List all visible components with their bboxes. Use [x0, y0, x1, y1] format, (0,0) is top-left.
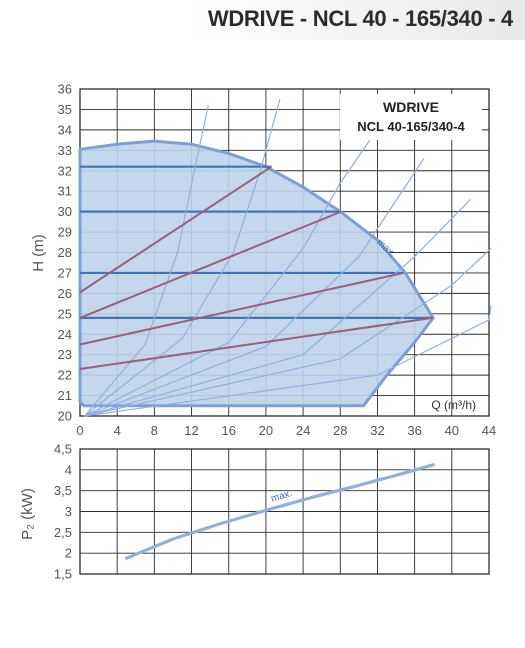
chart-title-box	[340, 94, 482, 140]
x-tick-label: 40	[445, 423, 459, 438]
y-tick-label: 31	[58, 184, 72, 199]
header-bar: WDRIVE - NCL 40 - 165/340 - 4	[0, 0, 525, 40]
y-tick-label: 34	[58, 122, 72, 137]
y-tick-label: 22	[58, 368, 72, 383]
power-ticks: 1,5 2 2,5 3 3,5 4 4,5	[54, 442, 72, 582]
x-tick-label: 28	[333, 423, 347, 438]
speed-curve	[84, 247, 492, 417]
power-curve	[124, 463, 435, 560]
y-tick-label: 24	[58, 327, 72, 342]
x-tick-label: 20	[259, 423, 273, 438]
y-tick-label: 2,5	[54, 525, 72, 540]
speed-curve	[84, 115, 388, 417]
y-tick-label: 27	[58, 265, 72, 280]
head-flow-ticks: 0 4 8 12 16 20 24 28 32 36 40 44 20 21 22 23 24 25 26 27 28 2…	[58, 82, 497, 439]
y-tick-label: 23	[58, 347, 72, 362]
x-tick-label: 12	[184, 423, 198, 438]
y-tick-label: 28	[58, 245, 72, 260]
y-tick-label: 32	[58, 163, 72, 178]
speed-curve	[84, 158, 425, 417]
x-tick-label: 8	[151, 423, 158, 438]
y-tick-label: 4,5	[54, 442, 72, 457]
y-tick-label: 30	[58, 204, 72, 219]
efficiency-line	[79, 316, 433, 370]
x-tick-label: 0	[76, 423, 83, 438]
power-curve-line	[124, 463, 435, 560]
y-tick-label: 33	[58, 143, 72, 158]
speed-curve	[84, 305, 492, 417]
y-tick-label: 4	[65, 462, 72, 477]
x-tick-label: 4	[114, 423, 121, 438]
head-flow-chart: 0 4 8 12 16 20 24 28 32 36 40 44 20 21 22 23 24 25 26 27 28 2…	[30, 82, 496, 439]
efficiency-line	[79, 210, 342, 319]
y-tick-label: 25	[58, 306, 72, 321]
x-tick-label: 16	[221, 423, 235, 438]
y-tick-label: 20	[58, 409, 72, 424]
power-chart: 1,522,533,544,5 P₂ (kW) max.	[19, 442, 490, 582]
head-lines	[80, 165, 433, 319]
y-tick-label: 26	[58, 286, 72, 301]
y-axis-label-power: P₂ (kW)	[19, 488, 36, 540]
y-tick-label: 1,5	[54, 567, 72, 582]
y-tick-label: 3,5	[54, 483, 72, 498]
efficiency-lines	[79, 165, 433, 370]
x-axis-label-flow: Q (m³/h)	[431, 398, 476, 412]
y-tick-label: 35	[58, 102, 72, 117]
speed-curves	[84, 99, 492, 417]
x-tick-label: 24	[296, 423, 310, 438]
speed-curve	[84, 105, 209, 417]
speed-curve	[84, 99, 281, 417]
speed-curve	[84, 198, 471, 417]
y-tick-label: 29	[58, 225, 72, 240]
efficiency-line	[79, 271, 404, 346]
y-tick-label: 21	[58, 388, 72, 403]
page-title: WDRIVE - NCL 40 - 165/340 - 4	[207, 6, 513, 31]
y-tick-label: 3	[65, 504, 72, 519]
x-tick-label: 44	[482, 423, 496, 438]
efficiency-line	[79, 165, 273, 294]
x-tick-label: 36	[407, 423, 421, 438]
chart-subtitle: NCL 40-165/340-4	[357, 119, 465, 134]
x-tick-label: 32	[370, 423, 384, 438]
chart-title: WDRIVE	[383, 99, 439, 115]
y-tick-label: 2	[65, 546, 72, 561]
y-tick-label: 36	[58, 82, 72, 97]
y-axis-label-head: H (m)	[30, 234, 47, 272]
